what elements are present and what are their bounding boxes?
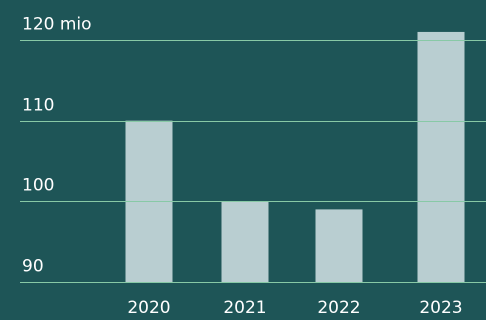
bar-2023 xyxy=(417,31,465,282)
y-tick-label-90: 90 xyxy=(22,257,44,277)
bars xyxy=(125,31,465,283)
y-tick-label-110: 110 xyxy=(22,96,54,116)
y-tick-label-120: 120 mio xyxy=(22,15,92,35)
y-axis-tick-labels: 90 100 110 120 mio xyxy=(22,15,92,277)
x-tick-label-2023: 2023 xyxy=(419,298,462,318)
y-tick-label-100: 100 xyxy=(22,176,54,196)
bar-2021 xyxy=(221,201,269,282)
x-tick-label-2020: 2020 xyxy=(127,298,170,318)
x-axis-tick-labels: 2020 2021 2022 2023 xyxy=(127,298,462,318)
x-tick-label-2021: 2021 xyxy=(223,298,266,318)
bar-2022 xyxy=(315,209,363,282)
x-tick-label-2022: 2022 xyxy=(317,298,360,318)
grid-lines xyxy=(20,40,486,283)
